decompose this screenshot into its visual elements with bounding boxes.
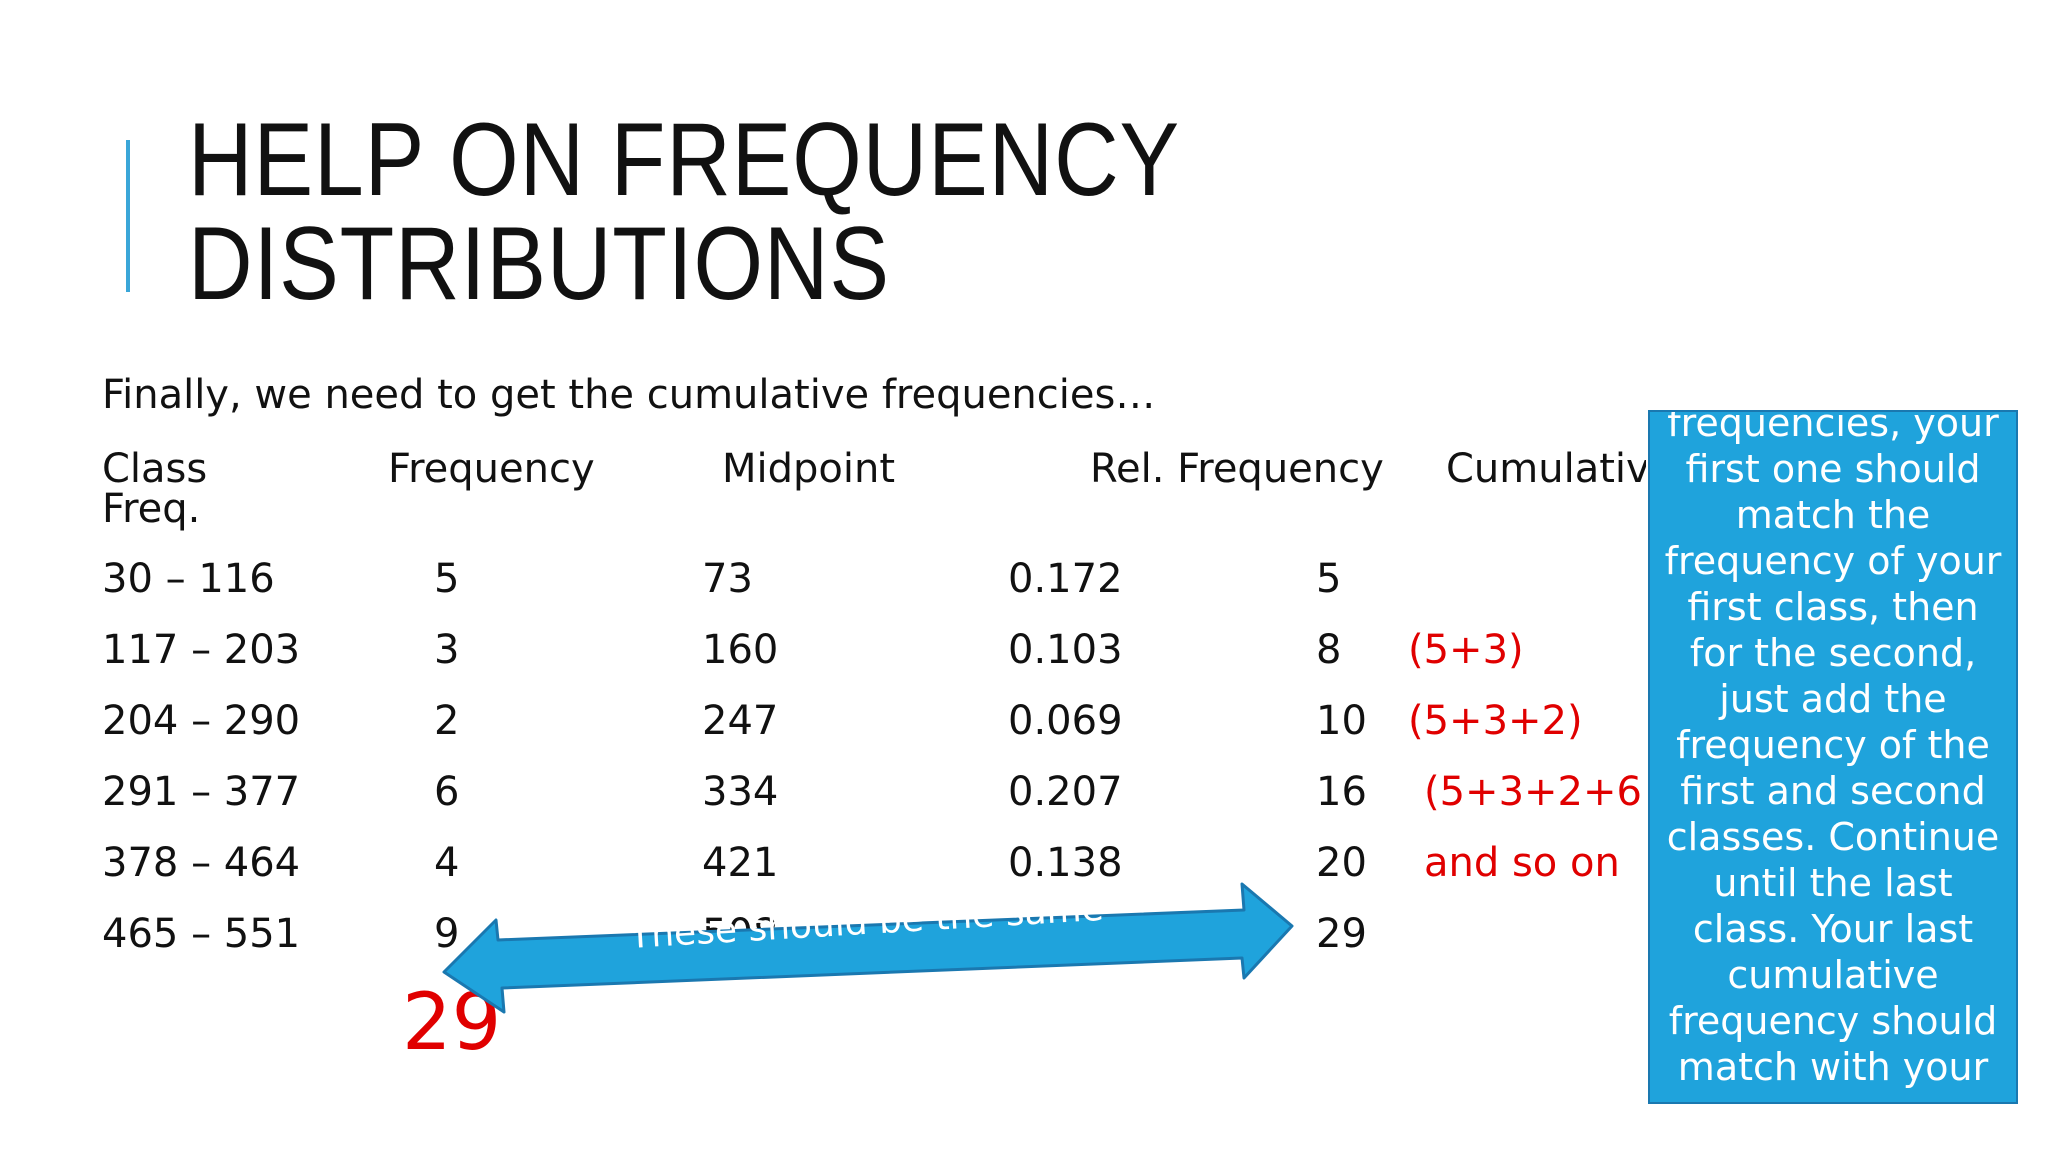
row-cumulative: 5 xyxy=(1316,556,1342,602)
row-class: 465 – 551 xyxy=(102,911,301,957)
explanation-text: frequencies, your first one should match… xyxy=(1664,410,2002,1089)
row-cumulative-note: (5+3+2+6 xyxy=(1424,769,1642,815)
row-frequency: 6 xyxy=(434,769,460,815)
row-cumulative-note: (5+3) xyxy=(1408,627,1524,673)
row-class: 291 – 377 xyxy=(102,769,301,815)
row-midpoint: 160 xyxy=(702,627,779,673)
slide-title: HELP ON FREQUENCY DISTRIBUTIONS xyxy=(188,108,1342,316)
header-freq-wrap: Freq. xyxy=(102,486,201,532)
row-cumulative-note: and so on xyxy=(1424,840,1620,886)
row-frequency: 9 xyxy=(434,911,460,957)
row-midpoint: 73 xyxy=(702,556,753,602)
row-midpoint: 421 xyxy=(702,840,779,886)
header-frequency: Frequency xyxy=(388,446,595,492)
row-midpoint: 247 xyxy=(702,698,779,744)
row-frequency: 5 xyxy=(434,556,460,602)
row-cumulative: 8 xyxy=(1316,627,1342,673)
row-class: 117 – 203 xyxy=(102,627,301,673)
row-frequency: 3 xyxy=(434,627,460,673)
row-cumulative-note: (5+3+2) xyxy=(1408,698,1583,744)
row-class: 378 – 464 xyxy=(102,840,301,886)
double-arrow-icon xyxy=(440,866,1300,1026)
row-rel-frequency: 0.103 xyxy=(1008,627,1123,673)
intro-text: Finally, we need to get the cumulative f… xyxy=(102,372,1156,418)
row-cumulative: 10 xyxy=(1316,698,1367,744)
row-cumulative: 16 xyxy=(1316,769,1367,815)
row-cumulative: 29 xyxy=(1316,911,1367,957)
row-rel-frequency: 0.172 xyxy=(1008,556,1123,602)
row-rel-frequency: 0.138 xyxy=(1008,840,1123,886)
title-accent-bar xyxy=(126,140,130,292)
row-rel-frequency: 0.207 xyxy=(1008,769,1123,815)
explanation-callout: frequencies, your first one should match… xyxy=(1648,410,2018,1104)
header-rel-frequency: Rel. Frequency xyxy=(1090,446,1384,492)
slide-title-line-1: HELP ON FREQUENCY xyxy=(188,102,1181,218)
row-class: 30 – 116 xyxy=(102,556,275,602)
header-midpoint: Midpoint xyxy=(722,446,896,492)
row-frequency: 2 xyxy=(434,698,460,744)
row-rel-frequency: 0.069 xyxy=(1008,698,1123,744)
slide-title-line-2: DISTRIBUTIONS xyxy=(188,206,890,322)
header-cumulative: Cumulativ xyxy=(1446,446,1646,492)
row-frequency: 4 xyxy=(434,840,460,886)
row-cumulative: 20 xyxy=(1316,840,1367,886)
header-class: Class xyxy=(102,446,208,492)
row-midpoint: 334 xyxy=(702,769,779,815)
row-class: 204 – 290 xyxy=(102,698,301,744)
